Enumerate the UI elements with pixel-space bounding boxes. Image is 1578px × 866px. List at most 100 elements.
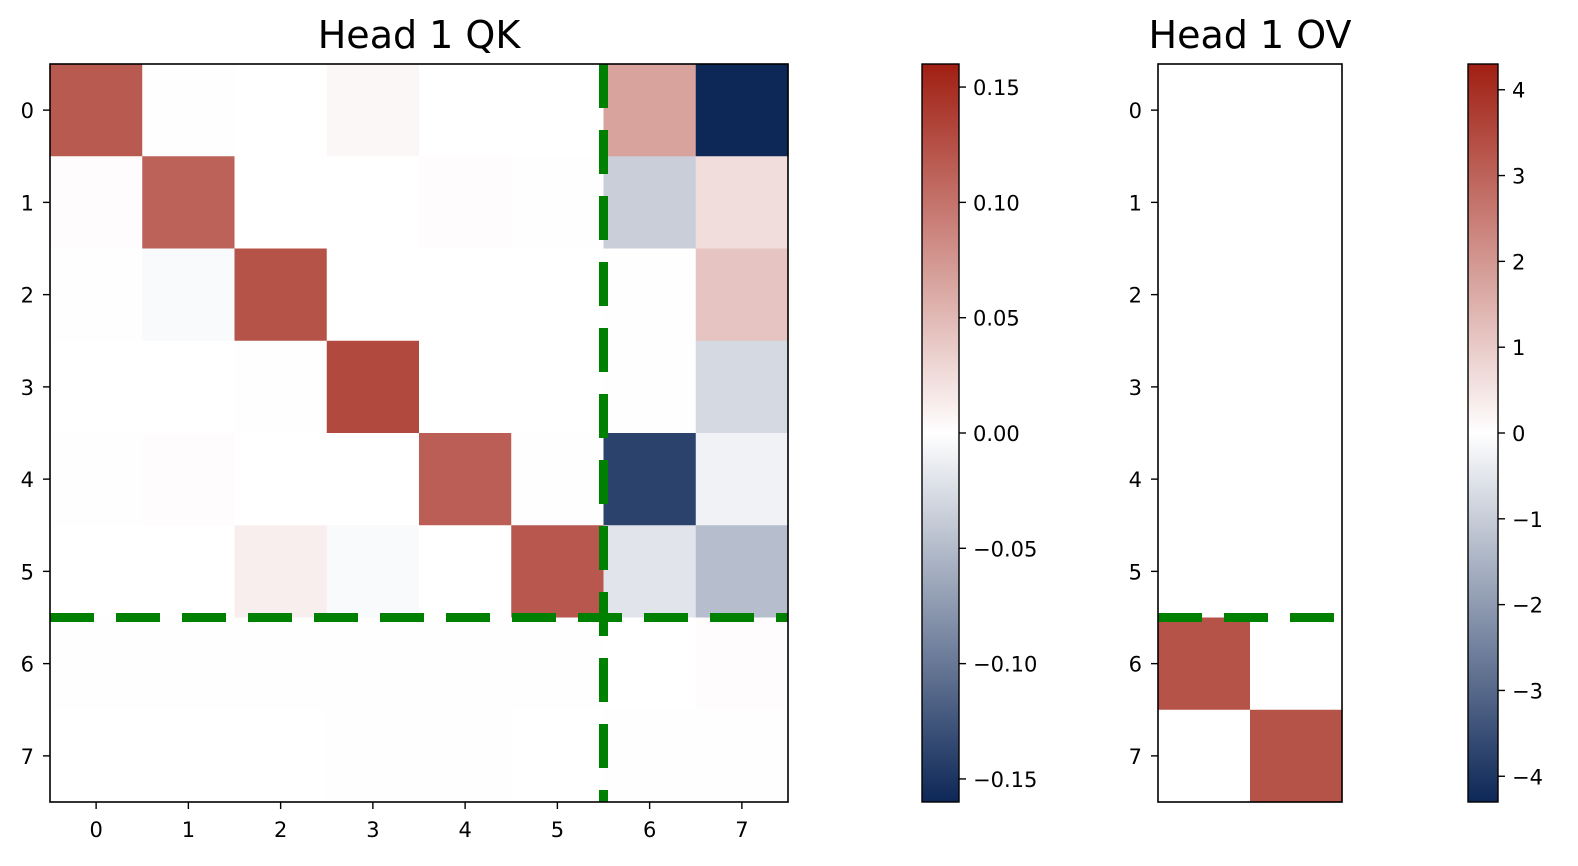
qk-cell-3-3 bbox=[326, 340, 420, 434]
qk-cell-3-4 bbox=[419, 340, 512, 434]
ov-ytick-label-1: 1 bbox=[1129, 191, 1142, 215]
ov-cbar-tick-label-2: 2 bbox=[1512, 250, 1525, 274]
qk-cell-4-6 bbox=[603, 433, 697, 526]
ov-ytick-label-5: 5 bbox=[1129, 560, 1142, 584]
qk-cell-7-3 bbox=[326, 709, 420, 803]
qk-heatmap-panel: Head 1 QK 0 1 2 3 4 5 6 7 0 1 2 3 4 5 6 7 bbox=[21, 13, 789, 842]
qk-cell-1-1 bbox=[142, 156, 236, 250]
qk-cell-6-3 bbox=[326, 617, 420, 711]
ov-cell-1-1 bbox=[1250, 156, 1343, 250]
ov-cell-6-0 bbox=[1158, 617, 1251, 711]
qk-cell-1-2 bbox=[234, 156, 328, 250]
qk-cell-7-4 bbox=[419, 709, 512, 803]
ov-cbar-tick-label-5: −1 bbox=[1512, 508, 1543, 532]
ov-cbar-tick-label-8: −4 bbox=[1512, 765, 1543, 789]
ov-cell-4-1 bbox=[1250, 433, 1343, 526]
qk-cell-0-3 bbox=[326, 64, 420, 157]
ov-ytick-label-4: 4 bbox=[1129, 468, 1142, 492]
ov-cbar-tick-label-0: 4 bbox=[1512, 79, 1525, 103]
qk-cbar-tick-label-6: −0.15 bbox=[973, 768, 1037, 792]
qk-cell-1-4 bbox=[419, 156, 512, 250]
ov-cbar-tick-label-6: −2 bbox=[1512, 594, 1543, 618]
ov-frame bbox=[1157, 63, 1343, 803]
qk-cell-0-1 bbox=[142, 64, 236, 157]
qk-cell-4-7 bbox=[695, 433, 789, 526]
qk-ytick-label-6: 6 bbox=[21, 653, 34, 677]
qk-cell-6-1 bbox=[142, 617, 236, 711]
qk-xtick-label-6: 6 bbox=[643, 818, 656, 842]
ov-cbar-tick-label-1: 3 bbox=[1512, 165, 1525, 189]
qk-ytick-label-5: 5 bbox=[21, 560, 34, 584]
ov-cell-0-0 bbox=[1158, 64, 1251, 157]
qk-cell-6-0 bbox=[50, 617, 143, 711]
ov-cell-2-1 bbox=[1250, 248, 1343, 342]
qk-cell-4-3 bbox=[326, 433, 420, 526]
qk-cell-7-6 bbox=[603, 709, 697, 803]
ov-cell-5-1 bbox=[1250, 525, 1343, 619]
qk-cell-7-2 bbox=[234, 709, 328, 803]
qk-cell-2-2 bbox=[234, 248, 328, 342]
qk-xtick-label-7: 7 bbox=[735, 818, 748, 842]
qk-cell-4-0 bbox=[50, 433, 143, 526]
ov-cell-2-0 bbox=[1158, 248, 1251, 342]
qk-cell-0-5 bbox=[511, 64, 605, 157]
qk-cell-0-6 bbox=[603, 64, 697, 157]
qk-y-ticks: 0 1 2 3 4 5 6 7 bbox=[21, 99, 50, 769]
qk-cell-2-6 bbox=[603, 248, 697, 342]
ov-cell-6-1 bbox=[1250, 617, 1343, 711]
ov-cbar-tick-label-3: 1 bbox=[1512, 336, 1525, 360]
qk-cell-2-3 bbox=[326, 248, 420, 342]
ov-cell-1-0 bbox=[1158, 156, 1251, 250]
qk-cell-4-1 bbox=[142, 433, 236, 526]
ov-cbar-tick-label-4: 0 bbox=[1512, 422, 1525, 446]
qk-cell-4-4 bbox=[419, 433, 512, 526]
ov-heatmap-panel: Head 1 OV 0 1 2 3 4 5 6 7 bbox=[1129, 13, 1351, 803]
qk-cell-6-6 bbox=[603, 617, 697, 711]
qk-cell-7-5 bbox=[511, 709, 605, 803]
ov-cells bbox=[1158, 64, 1343, 803]
qk-xtick-label-4: 4 bbox=[458, 818, 471, 842]
qk-cell-3-2 bbox=[234, 340, 328, 434]
qk-title: Head 1 QK bbox=[318, 13, 522, 57]
qk-cell-1-0 bbox=[50, 156, 143, 250]
ov-cell-3-1 bbox=[1250, 340, 1343, 434]
qk-cell-2-4 bbox=[419, 248, 512, 342]
qk-cell-3-6 bbox=[603, 340, 697, 434]
qk-cell-0-2 bbox=[234, 64, 328, 157]
qk-cell-0-7 bbox=[695, 64, 789, 157]
ov-cell-0-1 bbox=[1250, 64, 1343, 157]
qk-xtick-label-2: 2 bbox=[274, 818, 287, 842]
qk-cell-3-5 bbox=[511, 340, 605, 434]
qk-cell-4-2 bbox=[234, 433, 328, 526]
ov-ytick-label-7: 7 bbox=[1129, 745, 1142, 769]
qk-cell-5-3 bbox=[326, 525, 420, 619]
qk-cell-5-5 bbox=[511, 525, 605, 619]
qk-x-ticks: 0 1 2 3 4 5 6 7 bbox=[89, 802, 749, 842]
qk-cbar-tick-label-4: −0.05 bbox=[973, 537, 1037, 561]
ov-colorbar-bar bbox=[1467, 63, 1499, 803]
ov-cbar-tick-label-7: −3 bbox=[1512, 679, 1543, 703]
ov-cell-7-1 bbox=[1250, 709, 1343, 803]
qk-cell-6-7 bbox=[695, 617, 789, 711]
qk-cbar-tick-label-2: 0.05 bbox=[973, 307, 1020, 331]
qk-cell-7-1 bbox=[142, 709, 236, 803]
qk-xtick-label-0: 0 bbox=[89, 818, 102, 842]
qk-ytick-label-1: 1 bbox=[21, 191, 34, 215]
qk-cell-3-7 bbox=[695, 340, 789, 434]
qk-colorbar: 0.15 0.10 0.05 0.00 −0.05 −0.10 −0.15 bbox=[921, 63, 1037, 803]
qk-cell-2-7 bbox=[695, 248, 789, 342]
qk-cell-1-3 bbox=[326, 156, 420, 250]
qk-cell-3-1 bbox=[142, 340, 236, 434]
qk-cbar-tick-label-1: 0.10 bbox=[973, 191, 1020, 215]
qk-cell-2-1 bbox=[142, 248, 236, 342]
qk-cell-5-7 bbox=[695, 525, 789, 619]
qk-cell-5-2 bbox=[234, 525, 328, 619]
qk-cell-1-6 bbox=[603, 156, 697, 250]
qk-cell-0-4 bbox=[419, 64, 512, 157]
qk-overlays bbox=[50, 64, 788, 802]
qk-cell-7-0 bbox=[50, 709, 143, 803]
qk-cell-1-7 bbox=[695, 156, 789, 250]
ov-ytick-label-3: 3 bbox=[1129, 376, 1142, 400]
qk-ytick-label-2: 2 bbox=[21, 284, 34, 308]
